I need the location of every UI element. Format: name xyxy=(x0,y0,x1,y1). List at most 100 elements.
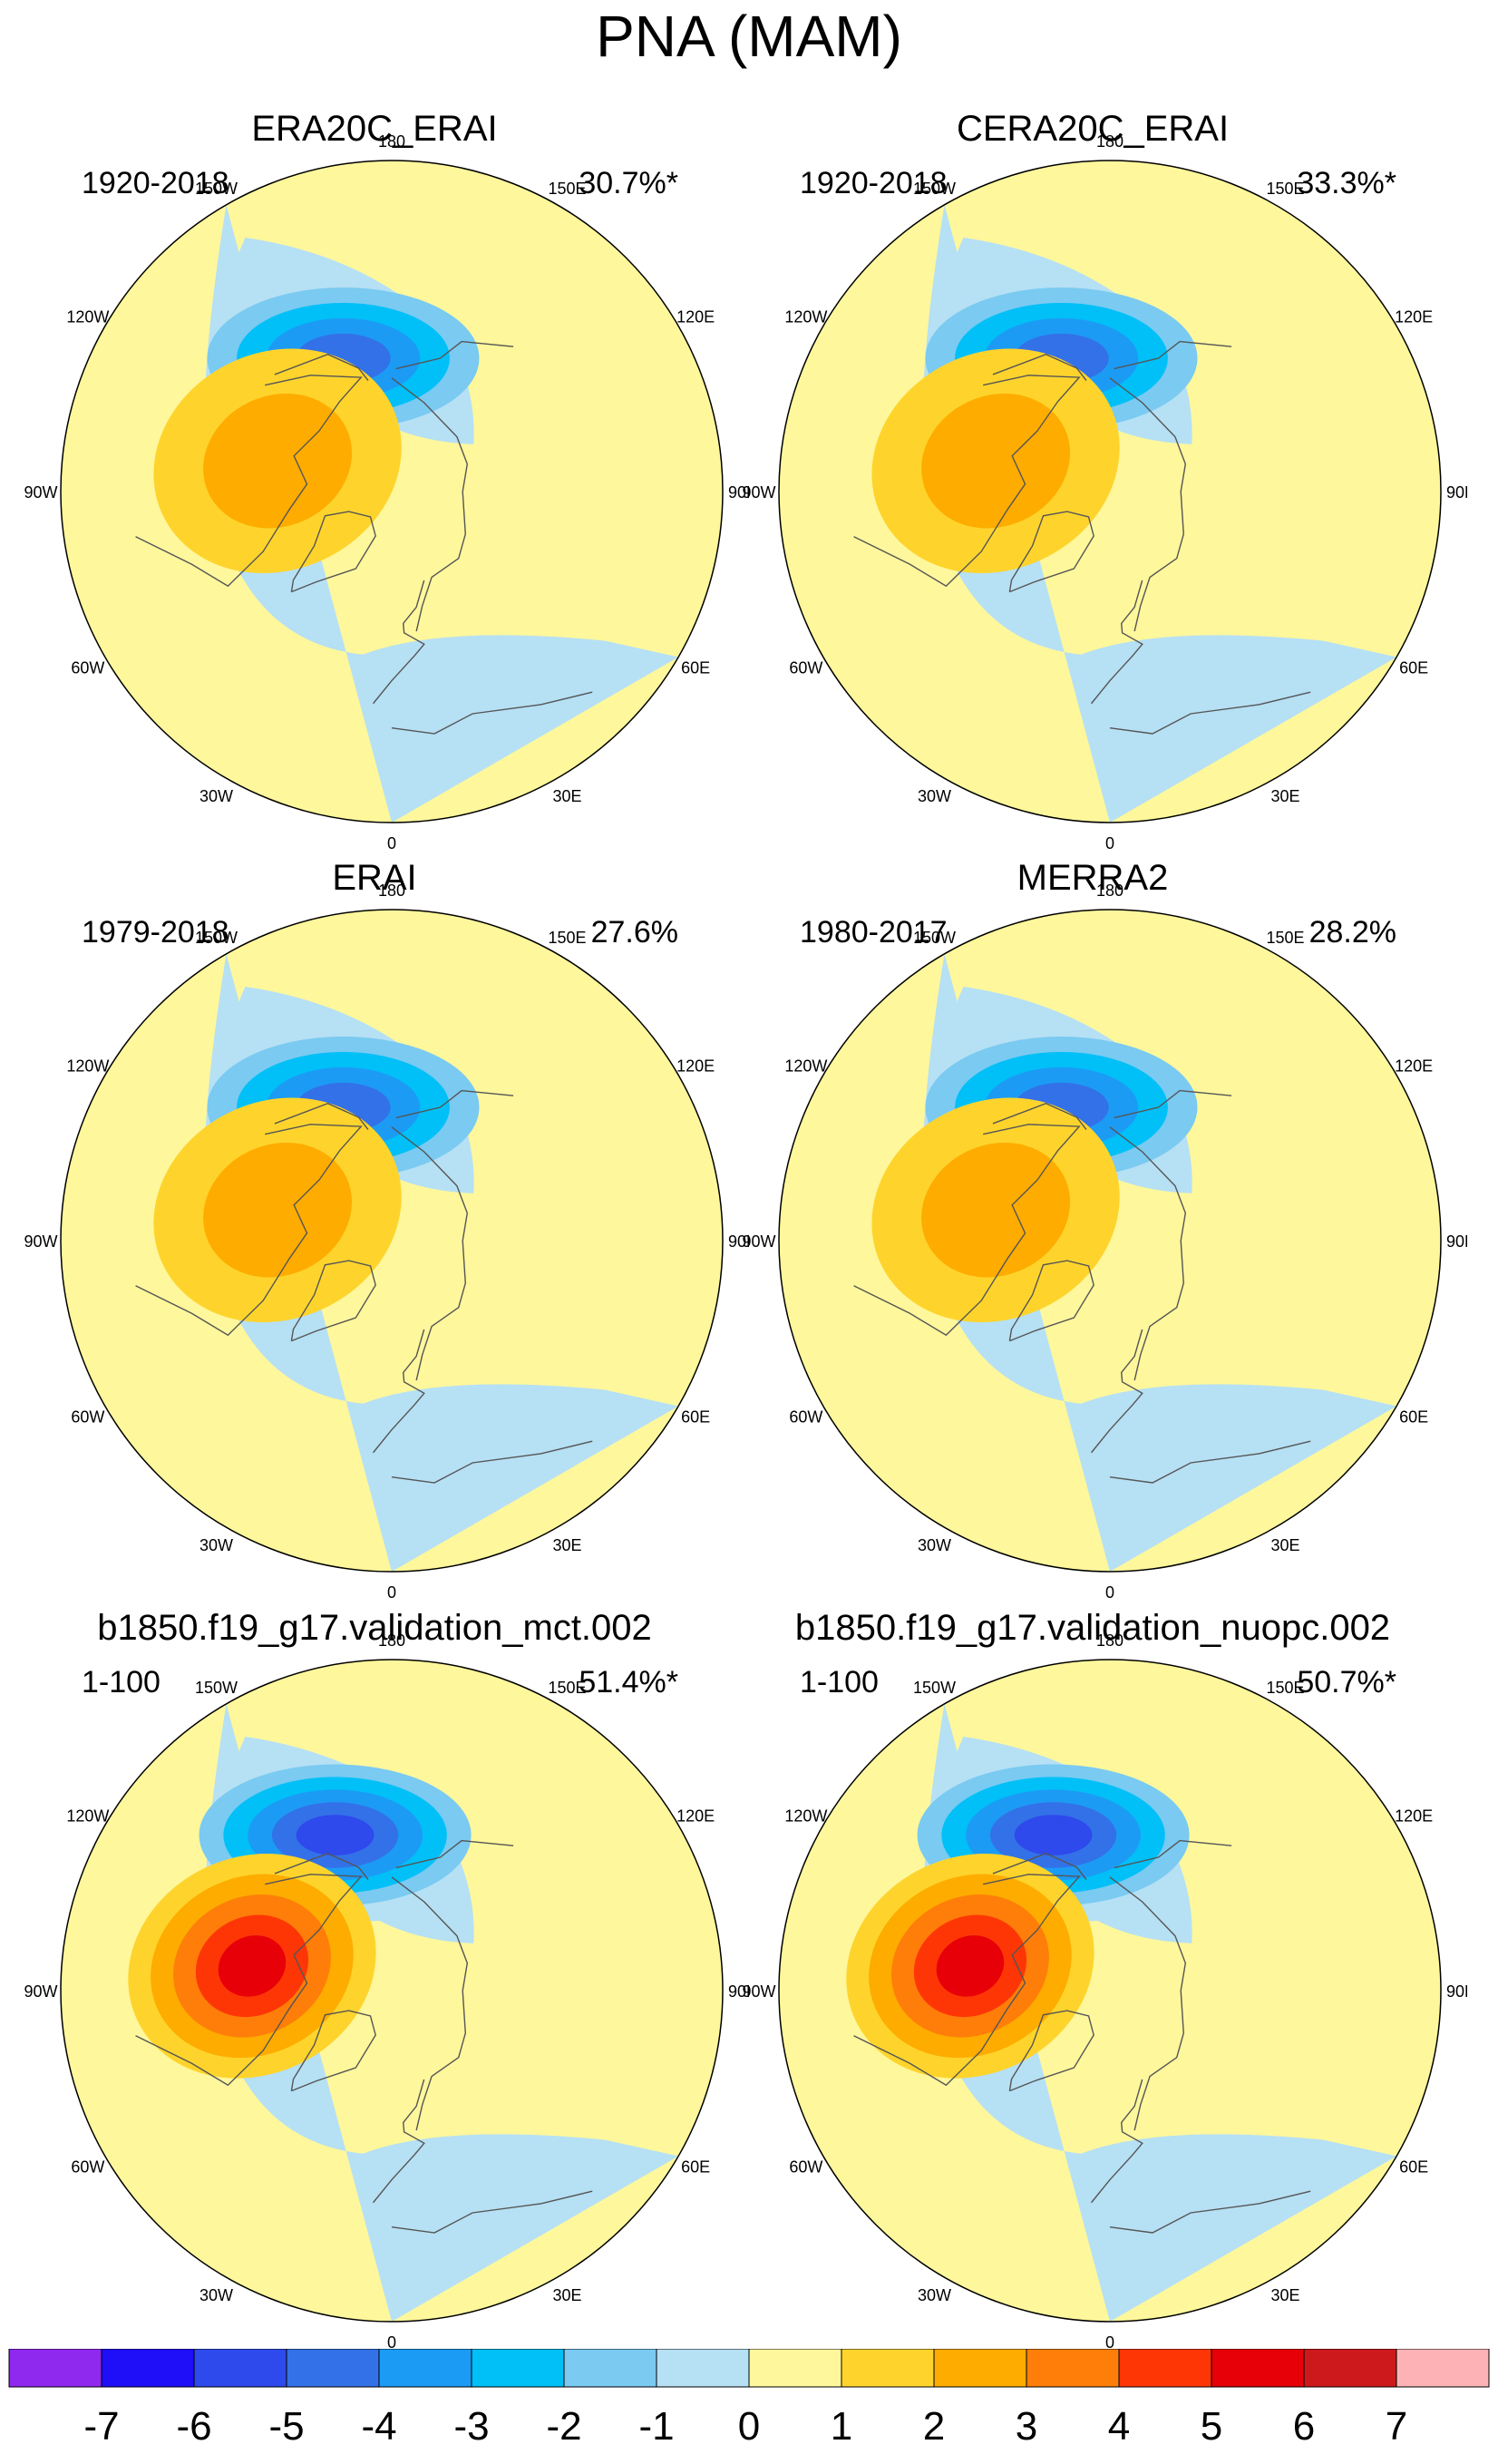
panel-explained-variance: 30.7%* xyxy=(579,166,678,200)
panel-period: 1980-2017 xyxy=(800,915,948,950)
coastline xyxy=(391,2190,593,2234)
panel-period: 1979-2018 xyxy=(82,915,229,950)
longitude-label: 180 xyxy=(378,881,405,900)
coastline xyxy=(391,691,593,735)
coastline xyxy=(274,1853,369,1881)
longitude-label: 60W xyxy=(789,2158,822,2177)
longitude-label: 90W xyxy=(24,483,57,502)
field-negative-band xyxy=(922,204,1397,823)
panel-explained-variance: 33.3%* xyxy=(1297,166,1396,200)
longitude-label: 180 xyxy=(378,1631,405,1650)
coastline xyxy=(1114,340,1232,370)
coastline xyxy=(373,2079,425,2204)
colorbar-swatch xyxy=(8,2349,102,2388)
colorbar-swatch xyxy=(378,2349,472,2388)
longitude-label: 150W xyxy=(913,180,956,198)
longitude-label: 120W xyxy=(66,1807,109,1826)
longitude-label: 60E xyxy=(681,2158,710,2177)
coastline xyxy=(395,1839,514,1869)
panel-period: 1920-2018 xyxy=(800,166,948,200)
map-boundary xyxy=(60,160,724,823)
map-panel-erai: 180 150E 120E 90E 60E 30E 0 30W 60W 90W 120W 150W E… xyxy=(0,856,749,1606)
longitude-label: 60E xyxy=(1399,2158,1428,2177)
longitude-label: 30E xyxy=(1270,787,1299,805)
panel-explained-variance: 51.4%* xyxy=(579,1665,678,1699)
panel-title: b1850.f19_g17.validation_nuopc.002 xyxy=(794,1608,1391,1648)
colorbar-tick-label: 0 xyxy=(738,2404,760,2449)
longitude-label: 30W xyxy=(199,787,233,805)
coastline xyxy=(1008,2010,1094,2092)
longitude-label: 120W xyxy=(66,308,109,326)
longitude-label: 60E xyxy=(1399,1408,1428,1427)
map-panel-cera20c-erai: 180 150E 120E 90E 60E 30E 0 30W 60W 90W 120W 150W C… xyxy=(718,107,1467,857)
polar-map: 180 150E 120E 90E 60E 30E 0 30W 60W 90W 120W 150W xyxy=(742,132,1467,852)
coastline xyxy=(373,1329,425,1454)
colorbar-swatch xyxy=(193,2349,287,2388)
longitude-label: 180 xyxy=(1096,132,1124,151)
coastline xyxy=(373,579,425,705)
longitude-label: 120W xyxy=(784,1807,827,1826)
longitude-label: 150W xyxy=(913,929,956,947)
longitude-label: 30W xyxy=(199,1536,233,1554)
longitude-label: 180 xyxy=(1096,881,1124,900)
coastline xyxy=(135,1874,363,2087)
longitude-label: 90W xyxy=(24,1232,57,1251)
map-boundary xyxy=(778,909,1442,1573)
colorbar-swatch xyxy=(101,2349,195,2388)
negative-contour-5 xyxy=(1014,1815,1093,1855)
polar-map: 180 150E 120E 90E 60E 30E 0 30W 60W 90W 120W 150W xyxy=(24,132,749,852)
colorbar-tick-label: 1 xyxy=(831,2404,852,2449)
coastline xyxy=(1091,579,1143,705)
coastline xyxy=(1109,377,1187,632)
longitude-label: 60E xyxy=(1399,659,1428,677)
colorbar-tick-label: 6 xyxy=(1293,2404,1315,2449)
panel-period: 1-100 xyxy=(800,1665,879,1699)
longitude-label: 150E xyxy=(548,929,586,947)
panel-title: ERAI xyxy=(332,858,417,898)
longitude-label: 150E xyxy=(1266,1679,1304,1697)
longitude-label: 0 xyxy=(1105,1583,1114,1602)
colorbar-tick-label: 4 xyxy=(1108,2404,1130,2449)
longitude-label: 30W xyxy=(918,1536,951,1554)
colorbar-tick-label: -5 xyxy=(268,2404,304,2449)
coastline xyxy=(1008,1260,1094,1342)
longitude-label: 120E xyxy=(676,1807,715,1826)
panel-explained-variance: 50.7%* xyxy=(1297,1665,1396,1699)
colorbar-swatch xyxy=(748,2349,842,2388)
colorbar: -7 -6 -5 -4 -3 -2 -1 0 1 2 3 4 5 6 7 xyxy=(8,2349,1490,2449)
coastline xyxy=(1109,1876,1187,2131)
panel-period: 1-100 xyxy=(82,1665,160,1699)
longitude-label: 90W xyxy=(742,1232,775,1251)
longitude-label: 120W xyxy=(66,1057,109,1076)
longitude-label: 150E xyxy=(548,1679,586,1697)
positive-contour-5 xyxy=(936,1935,1005,1997)
longitude-label: 60W xyxy=(789,659,822,677)
longitude-label: 60E xyxy=(681,659,710,677)
coastline xyxy=(135,375,363,588)
longitude-label: 30W xyxy=(918,2286,951,2304)
figure-title: PNA (MAM) xyxy=(596,4,902,69)
map-boundary xyxy=(60,1659,724,2323)
map-boundary xyxy=(778,160,1442,823)
longitude-label: 180 xyxy=(378,132,405,151)
field-negative-band xyxy=(922,953,1397,1572)
coastline xyxy=(1109,1126,1187,1381)
map-boundary xyxy=(778,1659,1442,2323)
colorbar-swatch xyxy=(563,2349,657,2388)
coastline xyxy=(853,1124,1081,1337)
coastline xyxy=(274,354,369,382)
colorbar-swatch xyxy=(1026,2349,1120,2388)
positive-contour-2 xyxy=(203,1142,353,1278)
polar-map: 180 150E 120E 90E 60E 30E 0 30W 60W 90W 120W 150W xyxy=(24,1631,749,2352)
coastline xyxy=(853,375,1081,588)
coastline xyxy=(135,1124,363,1337)
colorbar-swatch xyxy=(933,2349,1027,2388)
longitude-label: 0 xyxy=(1105,834,1114,852)
colorbar-tick-label: -1 xyxy=(638,2404,674,2449)
longitude-label: 180 xyxy=(1096,1631,1124,1650)
colorbar-tick-label: 3 xyxy=(1016,2404,1037,2449)
coastline xyxy=(395,340,514,370)
field-negative-band xyxy=(204,1703,679,2322)
colorbar-swatch xyxy=(656,2349,750,2388)
longitude-label: 120E xyxy=(676,1057,715,1076)
